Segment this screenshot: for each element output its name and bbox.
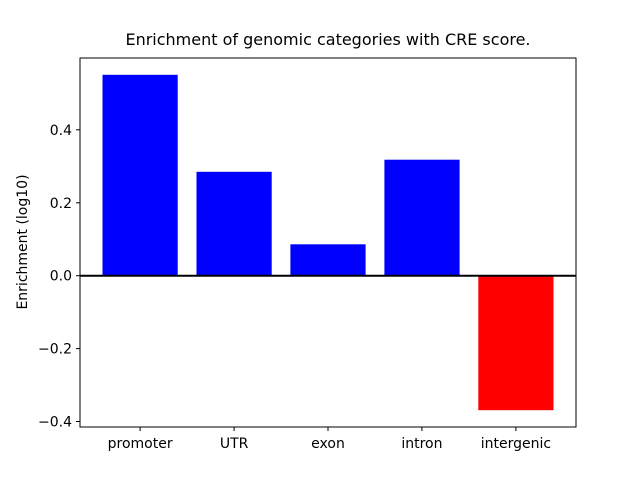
chart-title: Enrichment of genomic categories with CR… xyxy=(125,30,531,49)
x-tick-label-intergenic: intergenic xyxy=(481,436,551,452)
x-tick-label-promoter: promoter xyxy=(108,436,173,452)
x-tick-label-intron: intron xyxy=(401,436,442,452)
bar-promoter xyxy=(102,74,178,276)
bar-UTR xyxy=(196,171,272,276)
x-tick-label-UTR: UTR xyxy=(220,436,249,452)
y-tick-label: −0.2 xyxy=(38,342,72,358)
y-tick-label: 0.0 xyxy=(50,269,72,285)
y-tick-label: 0.2 xyxy=(50,196,72,212)
y-tick-label: 0.4 xyxy=(50,123,72,139)
y-tick-label: −0.4 xyxy=(38,415,72,431)
bar-intron xyxy=(384,159,460,276)
bar-exon xyxy=(290,244,366,276)
x-tick-label-exon: exon xyxy=(311,436,345,452)
bar-intergenic xyxy=(478,275,554,411)
